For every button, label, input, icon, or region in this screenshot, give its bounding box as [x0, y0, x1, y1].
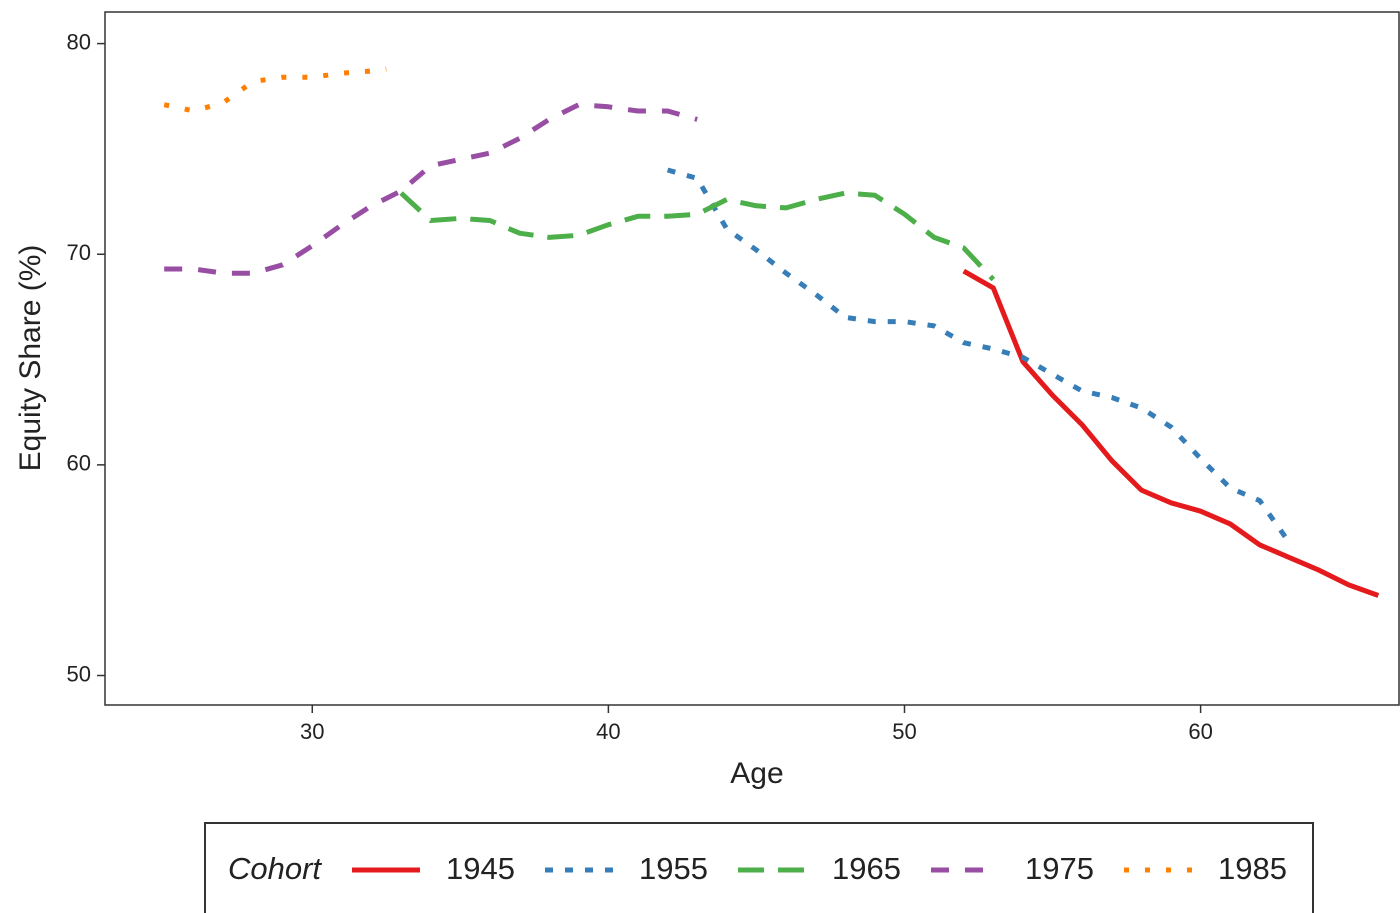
legend-title: Cohort	[228, 851, 322, 886]
x-tick-label: 60	[1188, 719, 1212, 744]
x-tick-label: 50	[892, 719, 916, 744]
series-line	[962, 268, 1380, 598]
legend-label: 1985	[1218, 851, 1287, 886]
y-tick-label: 50	[67, 661, 91, 686]
series-line	[164, 102, 698, 276]
series-line	[163, 66, 387, 114]
y-tick-label: 70	[67, 240, 91, 265]
x-tick-label: 40	[596, 719, 620, 744]
y-tick-label: 60	[67, 451, 91, 476]
series-line	[666, 167, 1292, 545]
y-axis-label: Equity Share (%)	[14, 245, 47, 472]
legend-label: 1965	[832, 851, 901, 886]
legend-label: 1975	[1025, 851, 1094, 886]
x-tick-label: 30	[300, 719, 324, 744]
legend-label: 1955	[639, 851, 708, 886]
series-line	[399, 190, 996, 282]
plot-frame	[104, 11, 1400, 706]
y-tick-label: 80	[67, 29, 91, 54]
x-axis-label: Age	[730, 757, 783, 790]
legend-label: 1945	[446, 851, 515, 886]
